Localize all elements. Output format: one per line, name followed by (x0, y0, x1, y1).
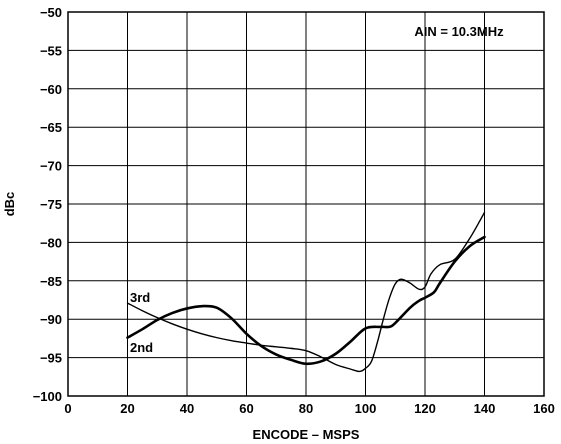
annotation-ain: AIN = 10.3MHz (414, 24, 504, 39)
x-tick-label: 40 (180, 401, 194, 416)
plot-frame (67, 11, 545, 397)
series-label-3rd: 3rd (130, 290, 150, 305)
grid-lines (68, 12, 544, 396)
y-tick-label: −60 (40, 82, 62, 97)
x-tick-label: 140 (474, 401, 496, 416)
x-tick-label: 0 (64, 401, 71, 416)
y-tick-label: −85 (40, 274, 62, 289)
y-tick-label: −90 (40, 312, 62, 327)
y-tick-label: −95 (40, 351, 62, 366)
y-tick-label: −100 (33, 389, 62, 404)
x-tick-label: 60 (239, 401, 253, 416)
y-tick-label: −80 (40, 235, 62, 250)
y-tick-label: −70 (40, 159, 62, 174)
y-tick-label: −55 (40, 43, 62, 58)
x-tick-label: 120 (414, 401, 436, 416)
x-tick-label: 20 (120, 401, 134, 416)
y-axis-ticks: −50 −55 −60 −65 −70 −75 −80 −85 −90 −95 −100 (33, 5, 62, 404)
y-tick-label: −65 (40, 120, 62, 135)
series-line-2nd (126, 235, 486, 366)
series-group (126, 211, 486, 373)
x-tick-label: 80 (299, 401, 313, 416)
series-label-2nd: 2nd (130, 340, 153, 355)
x-tick-label: 160 (533, 401, 555, 416)
y-tick-label: −50 (40, 5, 62, 20)
x-axis-title: ENCODE – MSPS (253, 427, 360, 442)
y-tick-label: −75 (40, 197, 62, 212)
x-tick-label: 100 (355, 401, 377, 416)
y-axis-title: dBc (2, 192, 17, 217)
series-line-3rd (126, 211, 486, 373)
x-axis-ticks: 0 20 40 60 80 100 120 140 160 (64, 401, 554, 416)
